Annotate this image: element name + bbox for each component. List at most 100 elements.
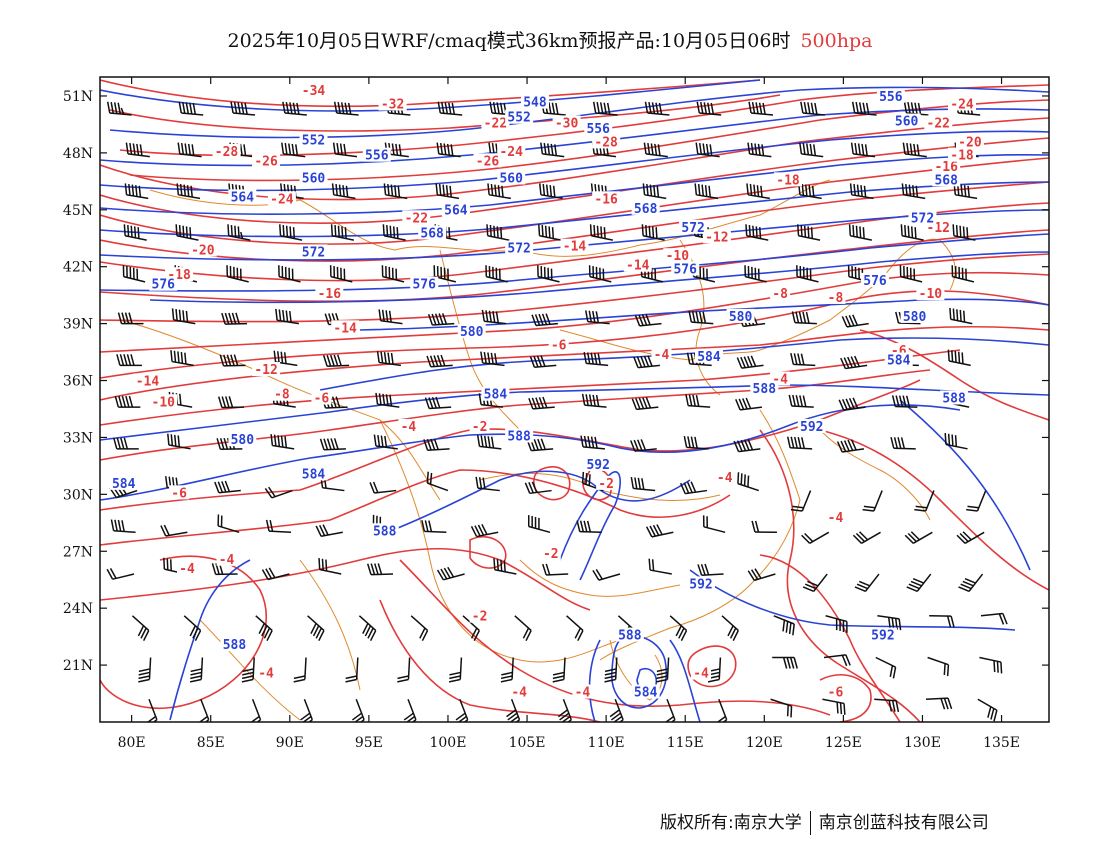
wind-barb xyxy=(695,142,720,158)
wind-barb xyxy=(949,307,973,325)
wind-barb-flag xyxy=(374,563,379,575)
wind-barb-flag xyxy=(224,312,230,325)
wind-barb-flag xyxy=(276,351,280,363)
height-label: 568 xyxy=(634,202,658,217)
wind-barb-flag xyxy=(645,313,651,326)
wind-barb-flag xyxy=(389,394,393,407)
wind-barb xyxy=(848,224,873,241)
wind-barb-flag xyxy=(848,398,855,410)
wind-barb-flag xyxy=(515,719,520,722)
wind-barb-staff xyxy=(925,697,949,700)
wind-barb-flag xyxy=(747,570,755,581)
wind-barb-flag xyxy=(344,227,347,239)
wind-barb-flag xyxy=(130,225,133,238)
wind-barb-flag xyxy=(278,309,282,321)
wind-barb-flag xyxy=(138,675,150,680)
wind-barb-staff xyxy=(131,615,150,632)
wind-barb-flag xyxy=(277,435,281,447)
temp-contour xyxy=(469,535,507,569)
wind-barb xyxy=(773,615,795,636)
wind-barb-flag xyxy=(370,563,376,575)
wind-barb xyxy=(634,313,662,327)
wind-barb-flag xyxy=(802,142,806,155)
wind-barb-flag xyxy=(743,356,750,368)
height-label: 572 xyxy=(302,245,325,260)
height-label-bg xyxy=(584,121,613,136)
plot-frame xyxy=(99,76,1050,723)
wind-barb-flag xyxy=(285,225,289,238)
wind-barb-flag xyxy=(651,226,655,238)
wind-barb-flag xyxy=(273,350,277,363)
wind-barb-flag xyxy=(543,142,547,155)
wind-barb-flag xyxy=(656,675,668,680)
wind-barb xyxy=(688,310,714,325)
wind-barb-flag xyxy=(146,715,157,722)
wind-barb-flag xyxy=(282,309,285,322)
wind-barb-flag xyxy=(742,398,748,410)
wind-barb-flag xyxy=(585,310,589,322)
wind-barb-flag xyxy=(315,525,322,537)
wind-barb-flag xyxy=(634,315,641,327)
wind-barb-flag xyxy=(848,224,852,236)
wind-barb-flag xyxy=(708,185,711,198)
wind-barb-staff xyxy=(801,153,824,158)
wind-barb-flag xyxy=(793,353,798,365)
wind-barb-flag xyxy=(913,143,917,156)
wind-barb xyxy=(538,224,562,241)
wind-barb-staff xyxy=(355,657,359,680)
wind-barb-flag xyxy=(384,435,388,448)
wind-barb-flag xyxy=(903,101,908,114)
wind-barb-flag xyxy=(900,224,903,236)
temperature-label: -8 xyxy=(828,291,844,306)
wind-barb-flag xyxy=(683,482,690,494)
wind-barb-flag xyxy=(610,712,622,721)
wind-barb-flag xyxy=(637,477,642,490)
height-label: 568 xyxy=(934,173,958,188)
wind-barb-flag xyxy=(440,568,448,580)
wind-barb xyxy=(696,101,722,116)
temperature-label: -24 xyxy=(499,145,523,160)
wind-barb-flag xyxy=(640,356,646,368)
wind-barb-flag xyxy=(377,435,381,447)
height-label: 576 xyxy=(863,274,887,289)
wind-barb-flag xyxy=(864,144,868,156)
wind-barb-flag xyxy=(292,102,297,115)
wind-barb-flag xyxy=(390,184,394,197)
height-label-bg xyxy=(861,272,890,287)
wind-barb-flag xyxy=(651,102,656,114)
wind-barb-flag xyxy=(643,355,650,367)
temperature-label: -6 xyxy=(828,686,844,701)
wind-barb-flag xyxy=(475,476,479,489)
wind-barb-flag xyxy=(581,471,585,484)
wind-barb xyxy=(307,615,325,642)
wind-barb-flag xyxy=(604,668,617,673)
wind-barb-flag xyxy=(261,625,268,637)
height-label: 588 xyxy=(618,629,642,644)
wind-barb-flag xyxy=(898,395,904,407)
wind-barb xyxy=(648,558,672,575)
wind-barb-staff xyxy=(912,531,933,544)
wind-barb xyxy=(219,354,246,367)
temperature-label: -6 xyxy=(314,392,330,407)
wind-barb-flag xyxy=(389,225,392,238)
wind-barb-flag xyxy=(451,102,456,115)
height-label: 588 xyxy=(223,638,247,653)
wind-barb-flag xyxy=(362,623,369,634)
wind-barb-flag xyxy=(117,519,122,532)
wind-barb-staff xyxy=(718,698,728,721)
wind-barb-flag xyxy=(962,580,974,587)
wind-barb xyxy=(669,615,688,642)
wind-barb xyxy=(427,313,455,326)
wind-barb-flag xyxy=(635,398,641,410)
wind-barb-flag xyxy=(855,101,859,114)
temperature-label: -6 xyxy=(171,486,187,501)
wind-barb-staff xyxy=(307,615,325,632)
wind-barb-staff xyxy=(952,275,975,283)
wind-barb-flag xyxy=(185,102,190,114)
wind-barb xyxy=(227,224,251,241)
wind-barb xyxy=(904,531,933,544)
wind-barb-flag xyxy=(664,715,675,722)
wind-barb xyxy=(514,615,532,642)
wind-barb-staff xyxy=(903,194,926,200)
wind-barb xyxy=(485,265,508,283)
